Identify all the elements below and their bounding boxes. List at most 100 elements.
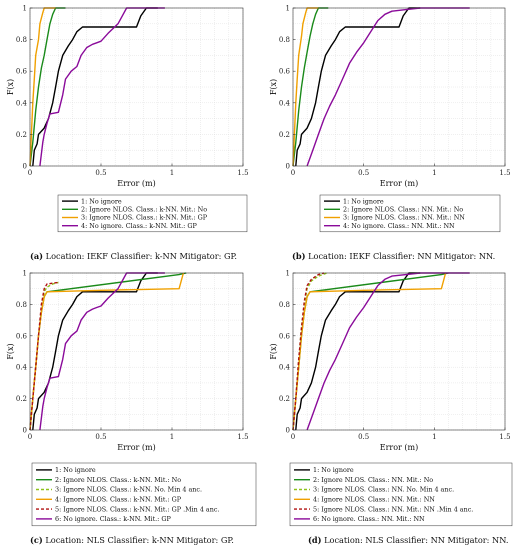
legend-entry-1: 1: No ignore <box>343 197 384 205</box>
x-tick-label: 1 <box>170 433 174 441</box>
y-tick-label: 0.8 <box>279 301 290 309</box>
y-axis-label: F(x) <box>269 79 278 95</box>
legend-entry-4: 4: Ignore NLOS. Class.: NN. Mit.: NN <box>313 496 435 504</box>
caption-text: Location: NLS Classifier: k-NN Mitigator… <box>43 535 234 545</box>
x-tick-label: 1 <box>432 169 436 177</box>
axes-frame <box>292 7 506 167</box>
y-tick-label: 0.8 <box>16 36 27 44</box>
y-tick-label: 0.2 <box>16 395 27 403</box>
x-tick-label: 0.5 <box>95 433 106 441</box>
x-tick-label: 1.5 <box>499 433 510 441</box>
x-tick-label: 1 <box>170 169 174 177</box>
series-line-2 <box>29 7 66 167</box>
legend-entry-6: 6: No ignore. Class.: k-NN. Mit.: GP <box>55 515 171 523</box>
y-tick-label: 0.6 <box>279 332 291 340</box>
x-tick-label: 1.5 <box>499 169 510 177</box>
y-tick-label: 1 <box>23 270 27 278</box>
caption-label: (a) <box>30 251 43 261</box>
y-tick-label: 0.6 <box>16 68 28 76</box>
legend-entry-2: 2: Ignore NLOS. Class.: NN. Mit.: No <box>343 206 463 214</box>
series-line-6 <box>39 272 165 431</box>
y-tick-label: 0.4 <box>279 99 291 107</box>
y-tick-label: 0.4 <box>279 364 291 372</box>
legend-entry-3: 3: Ignore NLOS. Class.: k-NN. No. Min 4 … <box>55 486 202 494</box>
series-line-6 <box>306 272 470 431</box>
caption-text: Location: NLS Classifier: NN Mitigator: … <box>321 535 508 545</box>
legend-entry-4: 4: No ignore. Class.: k-NN. Mit.: GP <box>81 222 197 230</box>
figure-caption: (d) Location: NLS Classifier: NN Mitigat… <box>308 535 508 545</box>
y-axis-label: F(x) <box>269 343 278 359</box>
legend-box <box>319 194 501 233</box>
legend-box <box>57 194 248 233</box>
caption-text: Location: IEKF Classifier: NN Mitigator:… <box>305 251 495 261</box>
legend-box <box>31 462 257 527</box>
y-tick-label: 1 <box>286 270 290 278</box>
y-tick-label: 0 <box>23 427 27 435</box>
y-axis-label: F(x) <box>6 343 15 359</box>
y-tick-label: 1 <box>23 5 27 13</box>
series-line-1 <box>295 7 421 167</box>
caption-label: (c) <box>30 535 43 545</box>
legend-box <box>289 462 513 527</box>
axes-frame <box>292 272 506 431</box>
x-tick-label: 1.5 <box>237 433 248 441</box>
x-axis-label: Error (m) <box>380 179 419 188</box>
y-tick-label: 0.2 <box>16 131 27 139</box>
x-tick-label: 0 <box>291 433 295 441</box>
y-tick-label: 1 <box>286 5 290 13</box>
chart-panel-2: 0 0.5 1 1.5 0 0.2 0.4 0.6 0.8 1 Error (m) F(x) 1: No… <box>269 5 511 262</box>
y-tick-label: 0.4 <box>16 99 28 107</box>
chart-panel-1: 0 0.5 1 1.5 0 0.2 0.4 0.6 0.8 1 Error (m) F(x) 1: No… <box>6 5 249 262</box>
y-tick-label: 0.8 <box>279 36 290 44</box>
caption-label: (b) <box>292 251 306 261</box>
series-line-2 <box>292 7 329 167</box>
series-line-4 <box>39 7 165 167</box>
x-tick-label: 0.5 <box>95 169 106 177</box>
y-tick-label: 0.2 <box>279 131 290 139</box>
x-tick-label: 0 <box>28 433 32 441</box>
y-tick-label: 0.2 <box>279 395 290 403</box>
legend-entry-2: 2: Ignore NLOS. Class.: NN. Mit.: No <box>313 476 433 484</box>
y-tick-label: 0 <box>286 427 290 435</box>
caption-text: Location: IEKF Classifier: k-NN Mitigato… <box>43 251 237 261</box>
legend-entry-1: 1: No ignore <box>55 466 96 474</box>
series-line-3 <box>29 7 56 167</box>
x-axis-label: Error (m) <box>117 179 156 188</box>
chart-panel-4: 0 0.5 1 1.5 0 0.2 0.4 0.6 0.8 1 Error (m) F(x) 1: No… <box>269 270 513 545</box>
legend-entry-4: 4: No ignore. Class.: NN. Mit.: NN <box>343 222 455 230</box>
axes-frame <box>29 7 244 167</box>
x-tick-label: 0.5 <box>358 169 369 177</box>
legend-entry-4: 4: Ignore NLOS. Class.: k-NN. Mit.: GP <box>55 496 182 504</box>
x-tick-label: 0 <box>291 169 295 177</box>
series-line-5 <box>29 281 59 431</box>
figure-caption: (b) Location: IEKF Classifier: NN Mitiga… <box>292 251 495 261</box>
chart-panel-3: 0 0.5 1 1.5 0 0.2 0.4 0.6 0.8 1 Error (m) F(x) 1: No… <box>6 270 257 545</box>
x-tick-label: 0.5 <box>358 433 369 441</box>
series-line-4 <box>306 7 470 167</box>
legend-entry-6: 6: No ignore. Class.: NN. Mit.: NN <box>313 515 425 523</box>
caption-label: (d) <box>308 535 322 545</box>
legend-entry-2: 2: Ignore NLOS. Class.: k-NN. Mit.: No <box>55 476 181 484</box>
legend-entry-3: 3: Ignore NLOS. Class.: NN. Mit.: NN <box>343 214 465 222</box>
series-line-3 <box>292 7 319 167</box>
y-tick-label: 0 <box>286 163 290 171</box>
x-axis-label: Error (m) <box>117 443 156 452</box>
legend-entry-3: 3: Ignore NLOS. Class.: NN. No. Min 4 an… <box>313 486 454 494</box>
grid <box>292 7 506 167</box>
y-tick-label: 0.6 <box>279 68 291 76</box>
figure-caption: (a) Location: IEKF Classifier: k-NN Miti… <box>30 251 237 261</box>
legend: 1: No ignore 2: Ignore NLOS. Class.: k-NN… <box>31 462 257 527</box>
legend-entry-5: 5: Ignore NLOS. Class.: NN. Mit.: NN .Mi… <box>313 505 473 513</box>
y-tick-label: 0.4 <box>16 364 28 372</box>
legend-entry-1: 1: No ignore <box>81 197 122 205</box>
legend-entry-2: 2: Ignore NLOS. Class.: k-NN. Mit.: No <box>81 206 207 214</box>
x-tick-label: 1 <box>432 433 436 441</box>
axes-frame <box>29 272 244 431</box>
legend-entry-5: 5: Ignore NLOS. Class.: k-NN. Mit.: GP .… <box>55 505 219 513</box>
y-tick-label: 0.8 <box>16 301 27 309</box>
y-axis-label: F(x) <box>6 79 15 95</box>
y-tick-label: 0.6 <box>16 332 28 340</box>
